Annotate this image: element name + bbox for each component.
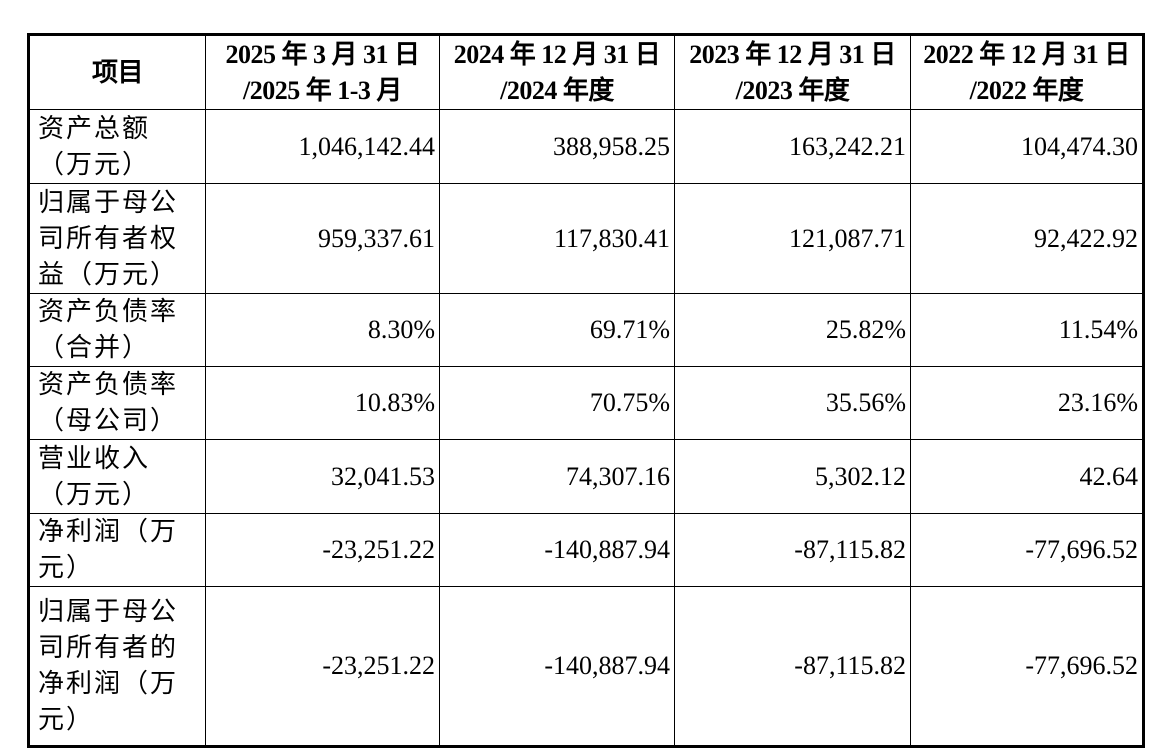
table-row: 归属于母公司所有者权益（万元） 959,337.61 117,830.41 121,0… [28,183,1144,294]
row-label: 归属于母公司所有者权益（万元） [28,183,206,294]
cell-value: 25.82% [674,293,911,367]
cell-value: -87,115.82 [674,513,911,587]
header-2023: 2023 年 12 月 31 日/2023 年度 [674,34,911,110]
row-label: 资产负债率（合并） [28,293,206,367]
cell-value: 163,242.21 [674,109,911,184]
table-row: 资产总额（万元） 1,046,142.44 388,958.25 163,242.21… [28,109,1144,184]
cell-value: -77,696.52 [910,586,1144,747]
header-2022: 2022 年 12 月 31 日/2022 年度 [910,34,1144,110]
cell-value: 42.64 [910,439,1144,514]
cell-value: 388,958.25 [439,109,675,184]
header-2024: 2024 年 12 月 31 日/2024 年度 [439,34,675,110]
cell-value: -140,887.94 [439,513,675,587]
cell-value: -140,887.94 [439,586,675,747]
cell-value: 92,422.92 [910,183,1144,294]
cell-value: 104,474.30 [910,109,1144,184]
header-line2: /2023 年度 [735,75,850,105]
header-line1: 2024 年 12 月 31 日 [453,39,661,69]
cell-value: 10.83% [205,366,440,440]
cell-value: -23,251.22 [205,513,440,587]
cell-value: 23.16% [910,366,1144,440]
header-line2: /2024 年度 [500,75,614,105]
header-line2: /2022 年度 [969,75,1084,105]
header-row: 项目 2025 年 3 月 31 日/2025 年 1-3 月 2024 年 1… [28,34,1144,110]
cell-value: 121,087.71 [674,183,911,294]
table-row: 净利润（万元） -23,251.22 -140,887.94 -87,115.82 -7… [28,513,1144,587]
header-text: 项目 [91,57,144,87]
cell-value: -87,115.82 [674,586,911,747]
header-line1: 2025 年 3 月 31 日 [225,39,420,69]
cell-value: 1,046,142.44 [205,109,440,184]
row-label: 归属于母公司所有者的净利润（万元） [28,586,206,747]
header-line1: 2022 年 12 月 31 日 [923,39,1130,69]
cell-value: 74,307.16 [439,439,675,514]
cell-value: 11.54% [910,293,1144,367]
row-label: 资产总额（万元） [28,109,206,184]
row-label: 资产负债率（母公司） [28,366,206,440]
cell-value: -23,251.22 [205,586,440,747]
header-2025q1: 2025 年 3 月 31 日/2025 年 1-3 月 [205,34,440,110]
header-item: 项目 [28,34,206,110]
table-row: 资产负债率（母公司） 10.83% 70.75% 35.56% 23.16% [28,366,1144,440]
table-row: 营业收入（万元） 32,041.53 74,307.16 5,302.12 42.64 [28,439,1144,514]
header-line1: 2023 年 12 月 31 日 [689,39,896,69]
cell-value: -77,696.52 [910,513,1144,587]
cell-value: 35.56% [674,366,911,440]
cell-value: 5,302.12 [674,439,911,514]
cell-value: 32,041.53 [205,439,440,514]
table-row: 资产负债率（合并） 8.30% 69.71% 25.82% 11.54% [28,293,1144,367]
table-row: 归属于母公司所有者的净利润（万元） -23,251.22 -140,887.94 -8… [28,586,1144,747]
cell-value: 959,337.61 [205,183,440,294]
cell-value: 8.30% [205,293,440,367]
header-line2: /2025 年 1-3 月 [243,75,402,105]
cell-value: 70.75% [439,366,675,440]
cell-value: 69.71% [439,293,675,367]
cell-value: 117,830.41 [439,183,675,294]
financial-summary-table: 项目 2025 年 3 月 31 日/2025 年 1-3 月 2024 年 1… [27,33,1145,748]
row-label: 净利润（万元） [28,513,206,587]
row-label: 营业收入（万元） [28,439,206,514]
